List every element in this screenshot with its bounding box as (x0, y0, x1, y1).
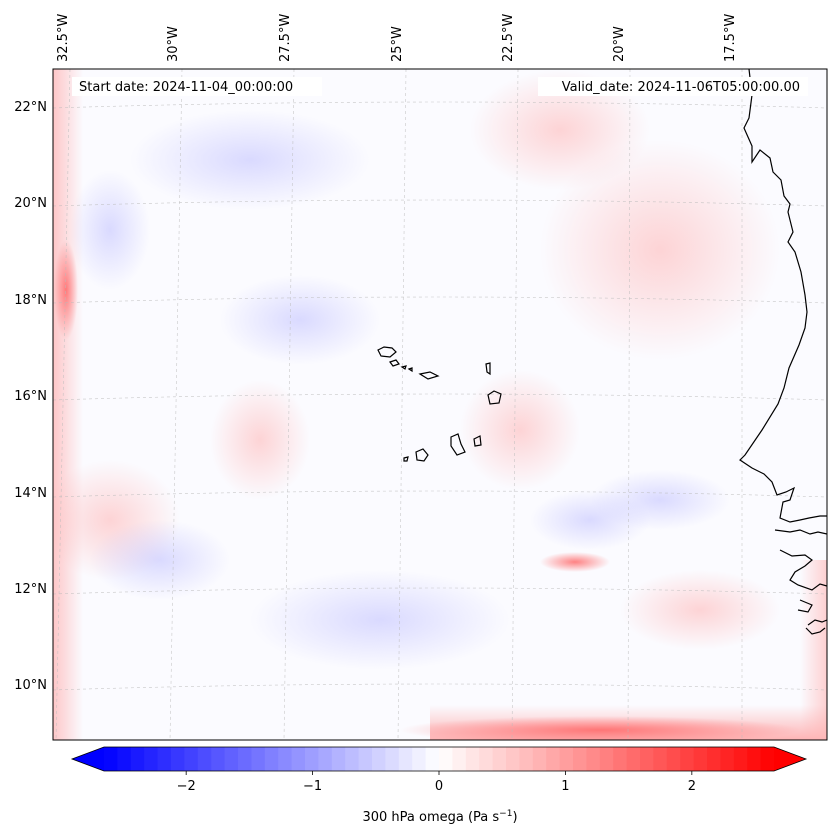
lat-label: 10°N (14, 678, 47, 693)
omega-field (53, 69, 827, 740)
colorbar-segment (331, 747, 346, 771)
colorbar-segments (104, 747, 775, 771)
lat-label: 20°N (14, 196, 47, 211)
colorbar-segment (157, 747, 172, 771)
colorbar-segment (479, 747, 494, 771)
gridlines (53, 69, 827, 740)
african-coastline (739, 69, 827, 635)
colorbar-segment (559, 747, 574, 771)
colorbar-segment (184, 747, 199, 771)
colorbar-segment (318, 747, 333, 771)
colorbar-segment (305, 747, 319, 771)
colorbar-segment (666, 747, 681, 771)
colorbar-segment (211, 747, 226, 771)
colorbar-extend-low (72, 747, 104, 771)
lat-label: 22°N (14, 100, 47, 115)
colorbar-extend-high (774, 747, 806, 771)
start-date-label: Start date: 2024-11-04_00:00:00 (79, 80, 293, 95)
colorbar-segment (532, 747, 547, 771)
lon-label: 17.5°W (723, 14, 738, 62)
colorbar-segment (613, 747, 628, 771)
colorbar-segment (573, 747, 587, 771)
colorbar-segment (278, 747, 293, 771)
lat-label: 18°N (14, 293, 47, 308)
valid-date-label: Valid_date: 2024-11-06T05:00:00.00 (562, 80, 800, 95)
colorbar-segment (264, 747, 279, 771)
colorbar-segment (720, 747, 735, 771)
colorbar-segment (197, 747, 212, 771)
colorbar-segment (586, 747, 601, 771)
lon-label: 32.5°W (56, 14, 71, 62)
colorbar-segment (506, 747, 520, 771)
colorbar-segment (439, 747, 453, 771)
colorbar-tick-label: −1 (303, 779, 322, 794)
colorbar-segment (760, 747, 775, 771)
colorbar-segment (626, 747, 641, 771)
colorbar-segment (372, 747, 386, 771)
colorbar-outline (70, 746, 808, 772)
colorbar-segment (251, 747, 266, 771)
lon-label: 20°W (612, 26, 627, 62)
lat-label: 14°N (14, 486, 47, 501)
lat-label: 12°N (14, 582, 47, 597)
colorbar-segment (358, 747, 373, 771)
lon-label: 30°W (166, 26, 181, 62)
colorbar-segment (747, 747, 762, 771)
colorbar-tick-label: 0 (435, 779, 443, 794)
map-frame (52, 68, 828, 741)
colorbar-segment (385, 747, 400, 771)
colorbar-segment (693, 747, 708, 771)
colorbar-tick-label: −2 (177, 779, 196, 794)
colorbar-segment (492, 747, 507, 771)
colorbar-segment (640, 747, 654, 771)
colorbar-tick-label: 2 (688, 779, 696, 794)
start-date-box (72, 77, 322, 96)
colorbar-segment (238, 747, 252, 771)
colorbar-segment (291, 747, 306, 771)
lon-label: 22.5°W (501, 14, 516, 62)
colorbar-segment (130, 747, 145, 771)
colorbar-segment (452, 747, 467, 771)
lon-label: 27.5°W (278, 14, 293, 62)
colorbar-segment (680, 747, 695, 771)
lon-labels: 32.5°W 30°W 27.5°W 25°W 22.5°W 20°W 17.5… (56, 14, 738, 62)
colorbar-segment (345, 747, 360, 771)
valid-date-box (538, 77, 808, 96)
colorbar-segment (733, 747, 748, 771)
colorbar-segment (104, 747, 118, 771)
colorbar-segment (546, 747, 561, 771)
map-panel (53, 69, 827, 740)
colorbar-ticks: −2 −1 0 1 2 (177, 771, 696, 794)
colorbar: −2 −1 0 1 2 300 hPa omega (Pa s−1) (70, 746, 808, 825)
colorbar-label: 300 hPa omega (Pa s−1) (362, 809, 517, 825)
colorbar-segment (519, 747, 534, 771)
colorbar-segment (171, 747, 185, 771)
colorbar-segment (412, 747, 427, 771)
colorbar-segment (224, 747, 239, 771)
cape-verde-islands (377, 346, 502, 462)
colorbar-segment (117, 747, 132, 771)
colorbar-segment (707, 747, 721, 771)
colorbar-segment (465, 747, 480, 771)
colorbar-segment (398, 747, 413, 771)
colorbar-segment (425, 747, 440, 771)
lat-label: 16°N (14, 389, 47, 404)
lon-label: 25°W (390, 26, 405, 62)
colorbar-segment (144, 747, 159, 771)
lat-labels: 22°N 20°N 18°N 16°N 14°N 12°N 10°N (14, 100, 47, 693)
colorbar-segment (599, 747, 614, 771)
colorbar-segment (653, 747, 668, 771)
colorbar-tick-label: 1 (561, 779, 569, 794)
